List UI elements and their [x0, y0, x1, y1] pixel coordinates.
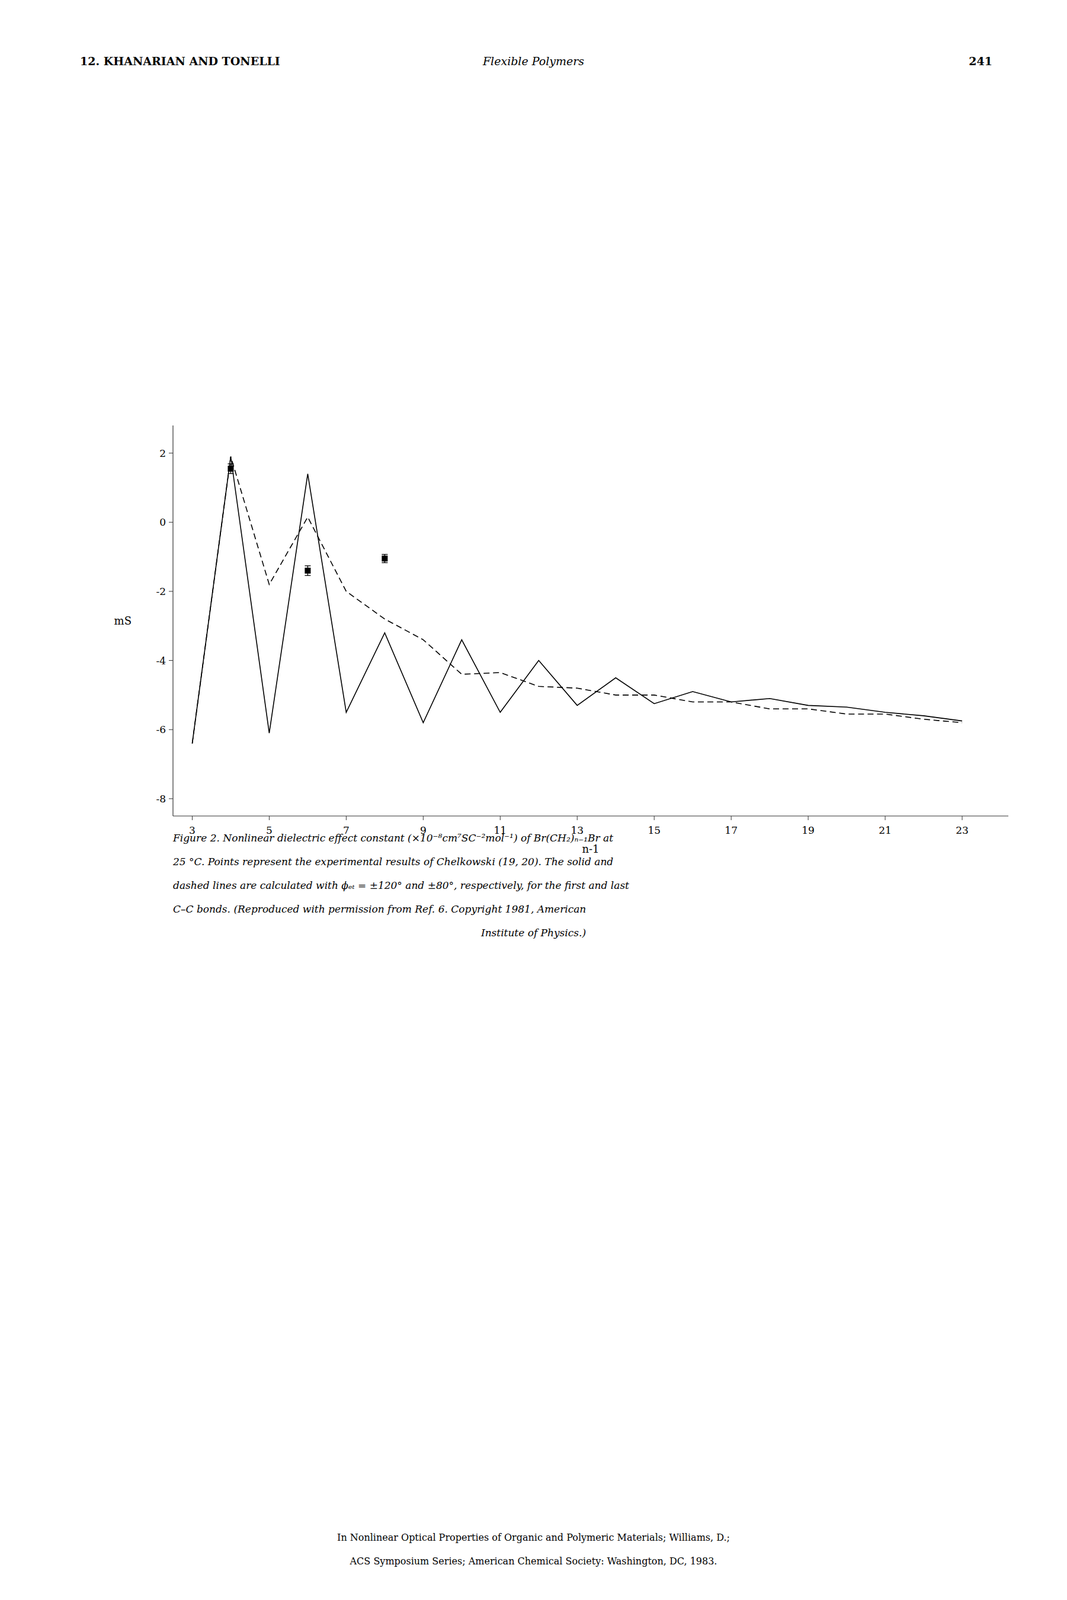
x-tick	[654, 815, 655, 820]
y-tick	[168, 521, 173, 523]
caption-line: Figure 2. Nonlinear dielectric effect co…	[172, 831, 614, 844]
error-bar-cap	[304, 565, 311, 566]
error-bar-cap	[304, 574, 311, 576]
header-left: 12. KHANARIAN AND TONELLI	[79, 54, 281, 68]
plot-data	[191, 456, 963, 743]
caption-line: C–C bonds. (Reproduced with permission f…	[172, 902, 586, 915]
error-bar-cap	[381, 553, 388, 555]
footer-line: ACS Symposium Series; American Chemical …	[349, 1555, 718, 1567]
x-tick	[885, 815, 886, 820]
x-axis-label: n-1	[581, 842, 599, 855]
y-tick	[168, 798, 173, 799]
x-tick	[345, 815, 347, 820]
y-tick	[168, 659, 173, 661]
x-tick	[731, 815, 732, 820]
y-tick-label: -4	[155, 654, 166, 667]
x-axis-line	[172, 815, 1009, 816]
chart: 12. KHANARIAN AND TONELLI Flexible Polyme…	[0, 0, 1067, 1600]
y-tick	[168, 452, 173, 454]
error-bar-cap	[227, 472, 234, 474]
line-series	[191, 456, 963, 743]
x-tick	[268, 815, 270, 820]
x-tick	[423, 815, 424, 820]
line-series	[191, 456, 963, 743]
caption-line: Institute of Physics.)	[480, 926, 586, 939]
error-bar-cap	[381, 562, 388, 563]
y-tick	[168, 590, 173, 592]
x-tick	[191, 815, 193, 820]
x-tick-label: 21	[878, 824, 892, 836]
y-tick-label: 2	[159, 447, 166, 460]
title: Flexible Polymers	[482, 54, 585, 68]
y-tick	[168, 729, 173, 730]
error-bar	[304, 565, 311, 576]
caption-line: 25 °C. Points represent the experimental…	[172, 855, 614, 868]
error-bar	[227, 463, 234, 474]
y-tick-label: -6	[155, 723, 166, 736]
error-bar	[381, 554, 388, 563]
x-tick-label: 19	[801, 824, 815, 836]
header-right: 241	[968, 54, 993, 68]
background	[0, 0, 1067, 1600]
point	[381, 555, 388, 562]
y-tick-label: 0	[159, 516, 166, 528]
y-axis-line	[172, 425, 173, 816]
footer-line: In Nonlinear Optical Properties of Organ…	[337, 1531, 730, 1543]
error-bar-cap	[227, 463, 234, 464]
y-axis-label: mS	[114, 614, 132, 627]
caption-line: dashed lines are calculated with ϕₑₜ = ±…	[172, 879, 630, 892]
x-tick	[962, 815, 963, 820]
x-tick-label: 15	[647, 824, 661, 836]
x-tick	[500, 815, 501, 820]
x-tick-label: 23	[955, 824, 969, 836]
y-tick-label: -2	[155, 585, 166, 598]
x-tick-label: 17	[724, 824, 738, 836]
x-tick	[808, 815, 809, 820]
point	[227, 465, 234, 472]
x-tick	[577, 815, 578, 820]
y-tick-label: -8	[155, 792, 166, 805]
point	[304, 567, 311, 574]
